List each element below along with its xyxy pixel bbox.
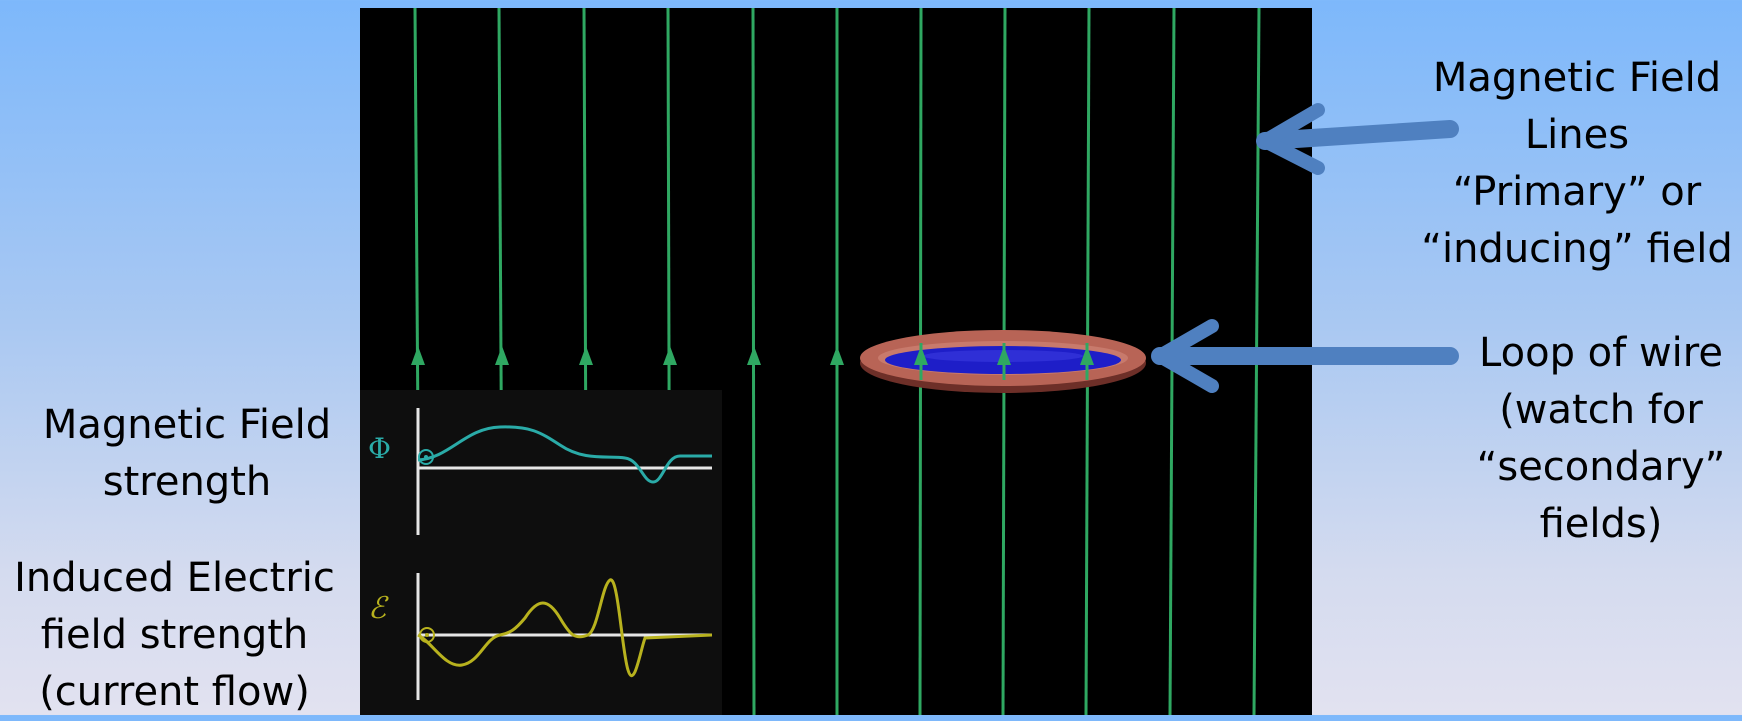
loop-label: Loop of wire (watch for “secondary” fiel… xyxy=(1476,330,1726,547)
field-direction-arrow-icon xyxy=(411,346,425,365)
field-strength-label: Magnetic Field strength xyxy=(42,402,332,505)
graph-canvas: Φ ℰ xyxy=(368,408,713,700)
emf-symbol: ℰ xyxy=(368,591,389,626)
field-lines-label: Magnetic Field Lines “Primary” or “induc… xyxy=(1421,55,1733,272)
field-direction-arrow-icon xyxy=(997,346,1011,365)
callout-arrow-icon xyxy=(1151,319,1459,393)
flux-graph: Φ xyxy=(368,408,712,535)
field-direction-arrow-icon xyxy=(579,346,593,365)
flux-curve xyxy=(417,425,712,484)
field-direction-arrow-icon xyxy=(495,346,509,365)
field-direction-arrow-icon xyxy=(747,346,761,365)
emf-curve xyxy=(417,578,713,678)
electric-field-label: Induced Electric field strength (current… xyxy=(14,555,335,715)
emf-graph: ℰ xyxy=(368,573,713,700)
field-direction-arrow-icon xyxy=(830,346,844,365)
field-direction-arrow-icon xyxy=(1080,346,1094,365)
field-direction-arrow-icon xyxy=(663,346,677,365)
field-direction-arrow-icon xyxy=(914,346,928,365)
callout-arrow-icon xyxy=(1256,103,1459,175)
graph-panel: Φ ℰ xyxy=(360,390,722,715)
flux-symbol: Φ xyxy=(368,432,391,465)
